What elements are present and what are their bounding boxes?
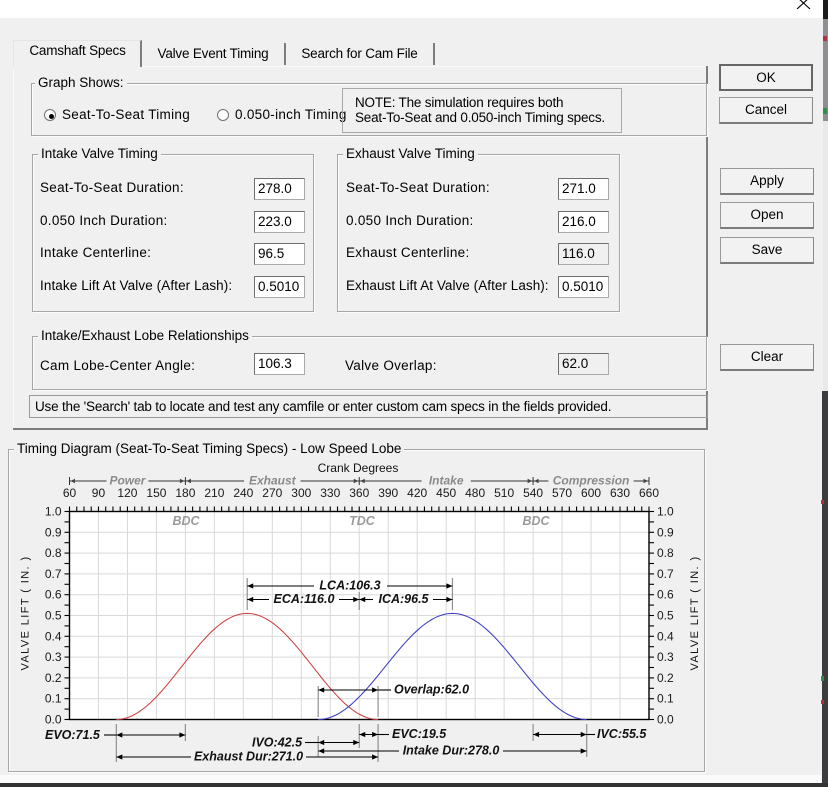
svg-text:0.1: 0.1 — [45, 692, 62, 706]
svg-text:TDC: TDC — [349, 514, 376, 528]
svg-text:BDC: BDC — [172, 514, 200, 528]
svg-text:Power: Power — [109, 474, 146, 488]
svg-text:Compression: Compression — [553, 474, 630, 488]
svg-text:540: 540 — [523, 486, 543, 500]
svg-text:Exhaust: Exhaust — [249, 474, 297, 488]
svg-text:0.5: 0.5 — [657, 609, 674, 623]
svg-text:0.9: 0.9 — [45, 525, 62, 539]
svg-text:570: 570 — [552, 486, 572, 500]
svg-text:0.4: 0.4 — [657, 629, 674, 643]
svg-text:0.8: 0.8 — [45, 546, 62, 560]
svg-text:IVO:42.5: IVO:42.5 — [252, 736, 303, 750]
svg-text:0.1: 0.1 — [657, 692, 674, 706]
svg-text:0.3: 0.3 — [657, 650, 674, 664]
svg-text:660: 660 — [639, 486, 659, 500]
svg-text:90: 90 — [92, 486, 106, 500]
svg-text:Intake Dur:278.0: Intake Dur:278.0 — [403, 744, 500, 758]
svg-text:0.7: 0.7 — [657, 567, 674, 581]
svg-text:VALVE LIFT ( IN. ): VALVE LIFT ( IN. ) — [689, 555, 701, 670]
svg-text:270: 270 — [262, 486, 282, 500]
svg-text:LCA:106.3: LCA:106.3 — [319, 579, 380, 593]
svg-text:1.0: 1.0 — [45, 505, 62, 519]
svg-text:0.2: 0.2 — [45, 671, 62, 685]
svg-text:300: 300 — [291, 486, 311, 500]
svg-text:0.2: 0.2 — [657, 671, 674, 685]
svg-text:60: 60 — [63, 486, 77, 500]
svg-text:630: 630 — [610, 486, 630, 500]
svg-text:360: 360 — [349, 486, 369, 500]
svg-text:150: 150 — [146, 486, 166, 500]
svg-text:Exhaust Dur:271.0: Exhaust Dur:271.0 — [194, 750, 303, 764]
svg-text:210: 210 — [204, 486, 224, 500]
svg-text:0.4: 0.4 — [45, 629, 62, 643]
svg-text:240: 240 — [233, 486, 253, 500]
svg-text:0.0: 0.0 — [45, 713, 62, 727]
svg-text:EVC:19.5: EVC:19.5 — [392, 727, 447, 741]
svg-text:420: 420 — [407, 486, 427, 500]
svg-text:0.6: 0.6 — [657, 588, 674, 602]
svg-text:450: 450 — [436, 486, 456, 500]
svg-text:BDC: BDC — [522, 514, 550, 528]
svg-text:Intake: Intake — [429, 474, 464, 488]
svg-text:0.9: 0.9 — [657, 525, 674, 539]
svg-text:EVO:71.5: EVO:71.5 — [45, 728, 101, 742]
svg-text:120: 120 — [117, 486, 137, 500]
svg-text:0.5: 0.5 — [45, 609, 62, 623]
svg-text:180: 180 — [175, 486, 195, 500]
svg-text:ICA:96.5: ICA:96.5 — [378, 592, 429, 606]
svg-text:390: 390 — [378, 486, 398, 500]
svg-text:510: 510 — [494, 486, 514, 500]
svg-text:IVC:55.5: IVC:55.5 — [597, 727, 647, 741]
svg-text:0.7: 0.7 — [45, 567, 62, 581]
svg-text:Overlap:62.0: Overlap:62.0 — [394, 683, 469, 697]
svg-text:330: 330 — [320, 486, 340, 500]
svg-text:0.3: 0.3 — [45, 650, 62, 664]
svg-text:1.0: 1.0 — [657, 505, 674, 519]
svg-text:0.6: 0.6 — [45, 588, 62, 602]
svg-text:0.0: 0.0 — [657, 713, 674, 727]
svg-text:VALVE LIFT ( IN. ): VALVE LIFT ( IN. ) — [20, 555, 32, 670]
svg-text:600: 600 — [581, 486, 601, 500]
svg-text:0.8: 0.8 — [657, 546, 674, 560]
svg-text:Crank Degrees: Crank Degrees — [318, 461, 399, 475]
svg-text:480: 480 — [465, 486, 485, 500]
svg-text:ECA:116.0: ECA:116.0 — [274, 592, 335, 606]
